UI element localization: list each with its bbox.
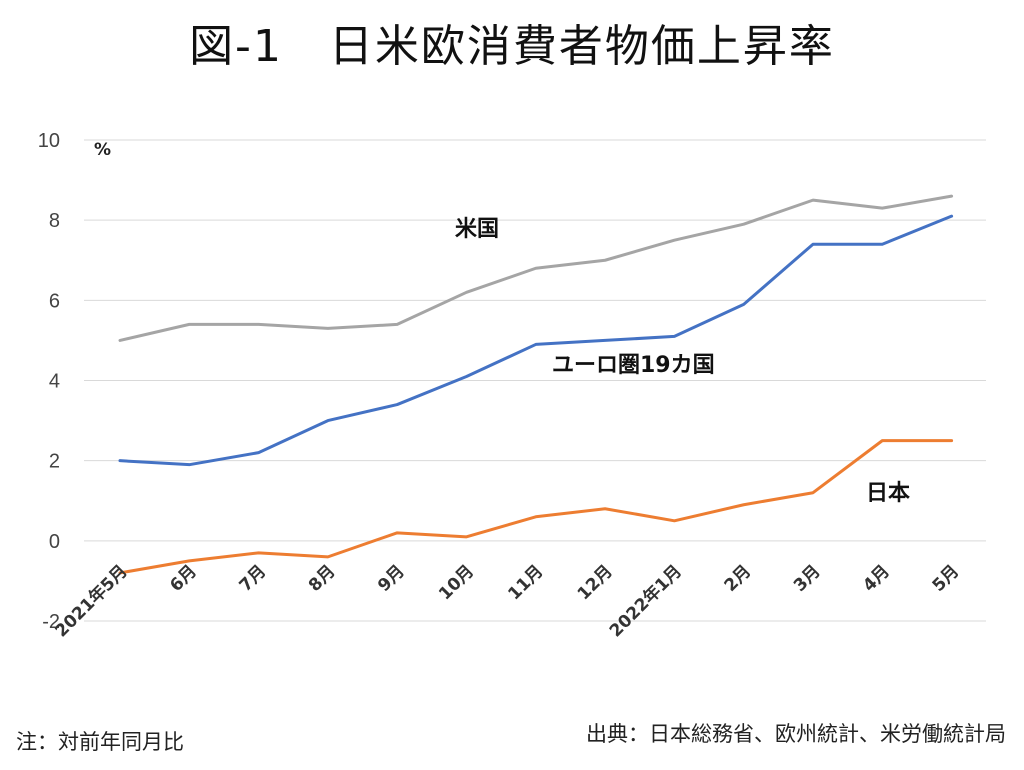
y-tick-label: 2: [49, 451, 60, 473]
x-tick-label: 6月: [166, 561, 201, 596]
line-chart: -2 0 2 4 6 8 10 2021年5月 6月 7月 8月 9月 10月 11月 12月2022年1…: [38, 130, 986, 642]
y-tick-label: 0: [49, 531, 60, 553]
series-label-0: 米国: [455, 217, 499, 242]
x-tick-label: 8月: [305, 561, 340, 596]
x-tick-label: 7月: [236, 561, 271, 596]
x-tick-label: 5月: [929, 561, 964, 596]
y-tick-label: 10: [38, 130, 60, 152]
x-tick-label: 2022年1月: [605, 561, 686, 642]
y-tick-label: 4: [49, 371, 60, 393]
series-label-2: 日本: [866, 481, 910, 506]
x-tick-label: 9月: [374, 561, 409, 596]
unit-label: %: [94, 140, 111, 160]
y-axis-ticks: -2 0 2 4 6 8 10: [38, 130, 60, 633]
series-line-2: [118, 439, 954, 575]
x-tick-label: 10月: [435, 561, 478, 604]
footnote: 注：対前年同月比: [16, 730, 184, 754]
x-tick-label: 12月: [574, 561, 617, 604]
y-tick-label: 8: [49, 210, 60, 232]
x-tick-label: 3月: [790, 561, 825, 596]
x-tick-label: 2月: [721, 561, 756, 596]
x-tick-label: 4月: [859, 561, 894, 596]
series-line-0: [118, 194, 954, 342]
series-label-1: ユーロ圏19カ国: [552, 353, 715, 378]
x-tick-label: 2021年5月: [51, 561, 132, 642]
y-tick-label: 6: [49, 290, 60, 312]
x-tick-label: 11月: [504, 561, 547, 604]
series-line-1: [118, 214, 954, 467]
series-lines: [118, 194, 954, 575]
y-tick-label: -2: [42, 611, 60, 633]
source-note: 出典：日本総務省、欧州統計、米労働統計局: [586, 722, 1006, 746]
chart-title: 図-1 日米欧消費者物価上昇率: [189, 21, 835, 72]
gridlines: [84, 139, 986, 622]
